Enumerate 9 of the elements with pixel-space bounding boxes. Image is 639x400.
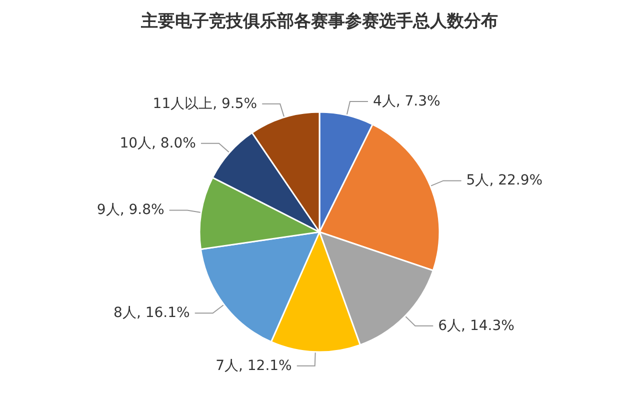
slice-label: 8人, 16.1% [114,305,190,322]
slice-label: 10人, 8.0% [120,135,196,152]
slice-label: 9人, 9.8% [96,202,164,218]
slice-label: 6人, 14.3% [438,318,514,334]
chart-title: 主要电子竞技俱乐部各赛事参赛选手总人数分布 [140,12,498,32]
slice-label: 4人, 7.3% [372,94,440,110]
slice-label: 5人, 22.9% [466,172,543,189]
slice-label: 11人以上, 9.5% [152,96,258,112]
slice-label: 7人, 12.1% [216,358,292,374]
